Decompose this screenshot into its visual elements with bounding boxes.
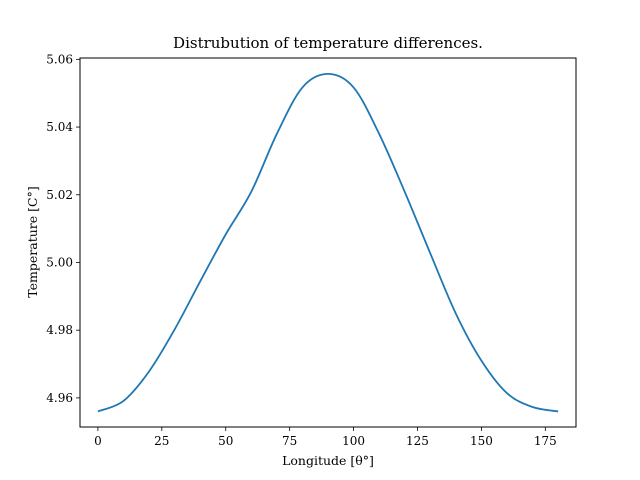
x-tick-label: 50 [218, 434, 233, 448]
x-tick-label: 75 [282, 434, 297, 448]
x-tick-label: 175 [534, 434, 557, 448]
x-axis: 0 25 50 75 100 125 150 175 [94, 427, 557, 448]
x-tick-label: 150 [470, 434, 493, 448]
y-axis-label: Temperature [C°] [25, 186, 40, 297]
x-tick-label: 100 [342, 434, 365, 448]
y-tick-label: 4.96 [46, 391, 73, 405]
x-tick-label: 125 [406, 434, 429, 448]
y-tick-label: 5.02 [46, 188, 73, 202]
y-tick-label: 4.98 [46, 323, 73, 337]
y-axis: 4.96 4.98 5.00 5.02 5.04 5.06 [46, 52, 80, 405]
x-axis-label: Longitude [θ°] [282, 453, 374, 468]
y-tick-label: 5.00 [46, 255, 73, 269]
y-tick-label: 5.06 [46, 52, 73, 66]
x-tick-label: 0 [94, 434, 102, 448]
x-tick-label: 25 [154, 434, 169, 448]
axes-frame [79, 57, 577, 428]
chart-title: Distrubution of temperature differences. [173, 34, 483, 52]
series-line-0 [97, 73, 559, 413]
y-tick-label: 5.04 [46, 120, 73, 134]
plot-area [97, 73, 559, 413]
